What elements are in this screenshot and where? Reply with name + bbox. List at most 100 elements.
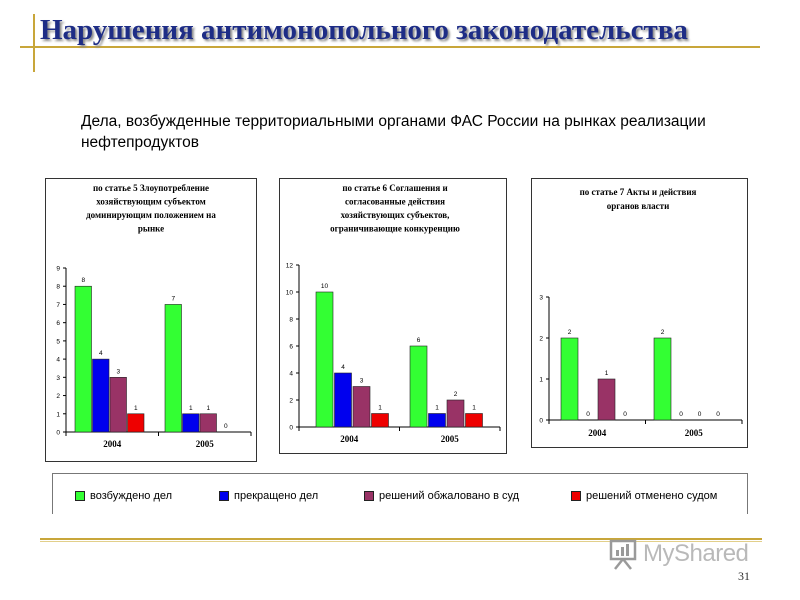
data-label: 0	[224, 423, 228, 430]
chart-title-line: по статье 7 Акты и действия	[580, 187, 697, 197]
data-label: 8	[81, 277, 85, 284]
y-tick-label: 1	[56, 411, 60, 418]
category-label: 2005	[196, 439, 215, 449]
y-tick-label: 4	[289, 371, 293, 378]
chart-panel-article-6: по статье 6 Соглашения и согласованные де…	[279, 178, 507, 454]
y-tick-label: 2	[56, 393, 60, 400]
bar	[315, 291, 334, 428]
legend-item-initiated: возбуждено дел	[75, 490, 172, 502]
data-label: 3	[116, 368, 120, 375]
bar	[465, 413, 483, 428]
data-label: 4	[341, 364, 345, 371]
data-label: 0	[586, 411, 590, 418]
footer-divider-thin	[40, 541, 762, 542]
bar	[371, 413, 389, 428]
y-tick-label: 1	[539, 377, 543, 384]
data-label: 3	[360, 378, 364, 385]
bar	[560, 337, 579, 421]
myshared-logo: MyShared	[609, 538, 749, 570]
y-tick-label: 2	[289, 398, 293, 405]
data-label: 1	[206, 405, 210, 412]
title-accent-horizontal	[20, 46, 760, 48]
legend-label: решений отменено судом	[586, 490, 718, 502]
data-label: 0	[698, 411, 702, 418]
data-label: 1	[378, 405, 382, 412]
category-label: 2004	[103, 439, 122, 449]
data-label: 1	[472, 405, 476, 412]
data-label: 6	[417, 337, 421, 344]
y-tick-label: 0	[56, 430, 60, 437]
data-label: 1	[134, 405, 138, 412]
y-tick-label: 8	[289, 317, 293, 324]
data-label: 7	[171, 295, 175, 302]
bar	[428, 413, 446, 428]
legend-label: прекращено дел	[234, 490, 319, 502]
title-accent-vertical	[33, 14, 35, 72]
data-label: 0	[716, 411, 720, 418]
chart-panel-article-7: по статье 7 Акты и действия органов власт…	[531, 178, 748, 448]
category-label: 2005	[441, 434, 460, 444]
bar	[74, 285, 92, 433]
y-tick-label: 8	[56, 284, 60, 291]
category-label: 2004	[588, 428, 607, 438]
chart-title-line: доминирующим положением на	[86, 210, 216, 220]
chart-title-line: хозяйствующим субъектом	[96, 197, 206, 207]
y-tick-label: 5	[56, 338, 60, 345]
legend-swatch	[364, 491, 374, 501]
y-tick-label: 4	[56, 357, 60, 364]
data-label: 2	[568, 329, 572, 336]
chart-legend: возбуждено дел прекращено дел решений об…	[52, 473, 748, 514]
chart-article-6: по статье 6 Соглашения и согласованные де…	[286, 183, 501, 444]
chart-title-line: согласованные действия	[345, 197, 445, 207]
bar	[334, 372, 352, 428]
data-label: 1	[605, 370, 609, 377]
data-label: 1	[435, 405, 439, 412]
legend-label: решений обжаловано в суд	[379, 490, 520, 502]
legend-swatch	[571, 491, 581, 501]
bar	[182, 413, 200, 433]
data-label: 2	[454, 391, 458, 398]
bar	[109, 377, 127, 433]
data-label: 1	[189, 405, 193, 412]
chart-title-line: рынке	[138, 224, 164, 234]
slide-title: Нарушения антимонопольного законодательс…	[40, 14, 688, 46]
y-tick-label: 3	[539, 295, 543, 302]
bar	[409, 345, 428, 428]
logo-text: MyShared	[643, 540, 749, 567]
y-tick-label: 12	[286, 263, 294, 270]
bar	[92, 358, 110, 433]
y-tick-label: 6	[56, 320, 60, 327]
presentation-board-icon	[609, 539, 637, 570]
slide-subtitle: Дела, возбужденные территориальными орга…	[81, 113, 706, 151]
y-tick-label: 7	[56, 302, 60, 309]
legend-item-terminated: прекращено дел	[219, 490, 318, 502]
y-tick-label: 10	[286, 290, 294, 297]
page-number: 31	[738, 569, 750, 583]
y-tick-label: 2	[539, 336, 543, 343]
legend-item-appealed: решений обжаловано в суд	[364, 490, 519, 502]
chart-title-line: по статье 5 Злоупотребление	[93, 183, 209, 193]
bar	[164, 304, 182, 433]
footer-divider	[40, 538, 762, 540]
data-label: 10	[321, 283, 329, 290]
bar	[446, 399, 465, 428]
bar	[199, 413, 217, 433]
chart-article-7: по статье 7 Акты и действия органов власт…	[539, 187, 743, 438]
chart-title-line: хозяйствующих субъектов,	[341, 210, 450, 220]
y-tick-label: 6	[289, 344, 293, 351]
bar	[352, 386, 371, 428]
data-label: 2	[661, 329, 665, 336]
data-label: 0	[623, 411, 627, 418]
chart-article-5: по статье 5 Злоупотребление хозяйствующим…	[56, 183, 252, 449]
data-label: 4	[99, 350, 103, 357]
y-tick-label: 0	[289, 425, 293, 432]
y-tick-label: 9	[56, 266, 60, 273]
legend-swatch	[219, 491, 229, 501]
legend-label: возбуждено дел	[90, 490, 173, 502]
bar	[653, 337, 672, 421]
y-tick-label: 0	[539, 418, 543, 425]
data-label: 0	[679, 411, 683, 418]
chart-title-line: по статье 6 Соглашения и	[342, 183, 447, 193]
y-tick-label: 3	[56, 375, 60, 382]
legend-item-overturned: решений отменено судом	[571, 490, 717, 502]
